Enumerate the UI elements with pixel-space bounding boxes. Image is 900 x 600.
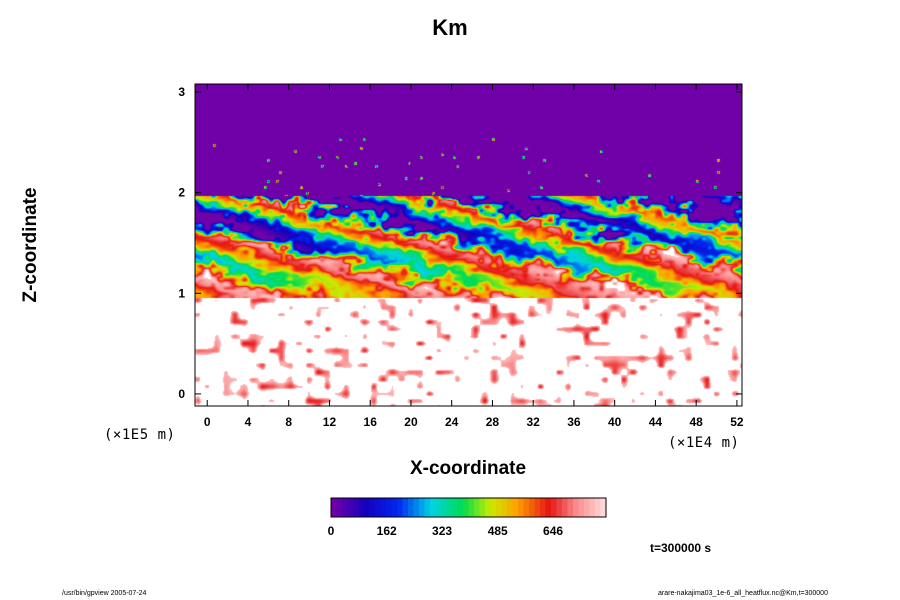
colorbar-swatch bbox=[457, 498, 464, 517]
x-axis-label: X-coordinate bbox=[409, 458, 527, 479]
x-tick-label: 4 bbox=[245, 415, 252, 429]
colorbar-frame bbox=[330, 497, 607, 518]
colorbar-swatch bbox=[551, 498, 557, 517]
colorbar-swatch bbox=[589, 498, 596, 517]
colorbar-swatch bbox=[584, 498, 590, 517]
y-axis: 0 1 2 3 bbox=[178, 85, 742, 401]
colorbar-swatch bbox=[430, 498, 436, 517]
colorbar-swatch bbox=[336, 498, 343, 517]
colorbar-swatch bbox=[474, 498, 480, 517]
colorbar-swatch bbox=[556, 498, 563, 517]
colorbar-swatch bbox=[413, 498, 420, 517]
y-unit-label: (×1E5 m) bbox=[104, 427, 176, 443]
heatmap-image bbox=[195, 84, 742, 406]
x-tick-label: 48 bbox=[689, 415, 703, 429]
heatmap-field bbox=[195, 84, 742, 406]
x-tick-label: 12 bbox=[323, 415, 337, 429]
colorbar-swatch bbox=[391, 498, 398, 517]
x-tick-label: 16 bbox=[364, 415, 378, 429]
colorbar-tick-label: 162 bbox=[377, 524, 397, 538]
colorbar-swatch bbox=[490, 498, 497, 517]
colorbar-swatch bbox=[578, 498, 585, 517]
colorbar-swatch bbox=[485, 498, 491, 517]
y-tick-label: 3 bbox=[178, 85, 185, 99]
time-label: t=300000 s bbox=[650, 541, 712, 555]
colorbar-swatch bbox=[518, 498, 524, 517]
colorbar-swatch bbox=[540, 498, 546, 517]
colorbar-swatch bbox=[545, 498, 552, 517]
colorbar-swatch bbox=[353, 498, 359, 517]
y-tick-label: 2 bbox=[178, 186, 185, 200]
colorbar-swatch bbox=[347, 498, 354, 517]
colorbar-swatch bbox=[567, 498, 574, 517]
colorbar: 0 162 323 485 646 bbox=[328, 497, 607, 538]
footer-source: arare-nakajima03_1e-6_all_heatflux.nc@Km… bbox=[658, 590, 828, 597]
colorbar-tick-label: 485 bbox=[488, 524, 508, 538]
colorbar-swatch bbox=[397, 498, 403, 517]
colorbar-swatch bbox=[468, 498, 475, 517]
colorbar-swatch bbox=[496, 498, 502, 517]
colorbar-tick-label: 646 bbox=[543, 524, 563, 538]
colorbar-swatch bbox=[364, 498, 370, 517]
colorbar-swatch bbox=[369, 498, 376, 517]
colorbar-swatch bbox=[507, 498, 513, 517]
y-tick-label: 0 bbox=[178, 387, 185, 401]
colorbar-swatch bbox=[452, 498, 458, 517]
colorbar-swatch bbox=[375, 498, 381, 517]
plot-frame bbox=[194, 83, 743, 407]
colorbar-swatch bbox=[534, 498, 541, 517]
y-tick-label: 1 bbox=[178, 286, 185, 300]
colorbar-swatch bbox=[419, 498, 425, 517]
colorbar-swatch bbox=[435, 498, 442, 517]
x-tick-label: 20 bbox=[404, 415, 418, 429]
x-tick-label: 0 bbox=[204, 415, 211, 429]
x-tick-label: 44 bbox=[649, 415, 663, 429]
colorbar-swatch bbox=[463, 498, 469, 517]
colorbar-swatch bbox=[424, 498, 431, 517]
x-axis: 0 4 8 12 16 20 24 28 32 36 40 44 48 52 bbox=[204, 84, 744, 429]
colorbar-swatch bbox=[529, 498, 535, 517]
colorbar-swatch bbox=[386, 498, 392, 517]
chart-title: Km bbox=[432, 15, 468, 40]
y-axis-label: Z-coordinate bbox=[20, 187, 41, 303]
x-tick-label: 40 bbox=[608, 415, 622, 429]
colorbar-swatch bbox=[380, 498, 387, 517]
colorbar-swatch bbox=[523, 498, 530, 517]
colorbar-tick-label: 0 bbox=[328, 524, 335, 538]
colorbar-swatch bbox=[595, 498, 601, 517]
colorbar-swatch bbox=[446, 498, 453, 517]
colorbar-swatch bbox=[512, 498, 519, 517]
x-tick-label: 36 bbox=[567, 415, 581, 429]
colorbar-swatch bbox=[501, 498, 508, 517]
colorbar-swatch bbox=[408, 498, 414, 517]
x-tick-label: 28 bbox=[486, 415, 500, 429]
x-tick-label: 8 bbox=[285, 415, 292, 429]
colorbar-swatch bbox=[358, 498, 365, 517]
colorbar-swatch bbox=[479, 498, 486, 517]
x-unit-label: (×1E4 m) bbox=[668, 435, 740, 451]
colorbar-swatch bbox=[441, 498, 447, 517]
colorbar-tick-label: 323 bbox=[432, 524, 452, 538]
colorbar-swatch bbox=[600, 498, 607, 517]
x-tick-label: 32 bbox=[527, 415, 541, 429]
colorbar-swatch bbox=[331, 498, 337, 517]
colorbar-swatch bbox=[562, 498, 568, 517]
colorbar-swatch bbox=[402, 498, 409, 517]
x-tick-label: 52 bbox=[730, 415, 744, 429]
colorbar-swatch bbox=[342, 498, 348, 517]
colorbar-swatch bbox=[573, 498, 579, 517]
x-tick-label: 24 bbox=[445, 415, 459, 429]
footer-command: /usr/bin/gpview 2005-07-24 bbox=[62, 590, 147, 597]
